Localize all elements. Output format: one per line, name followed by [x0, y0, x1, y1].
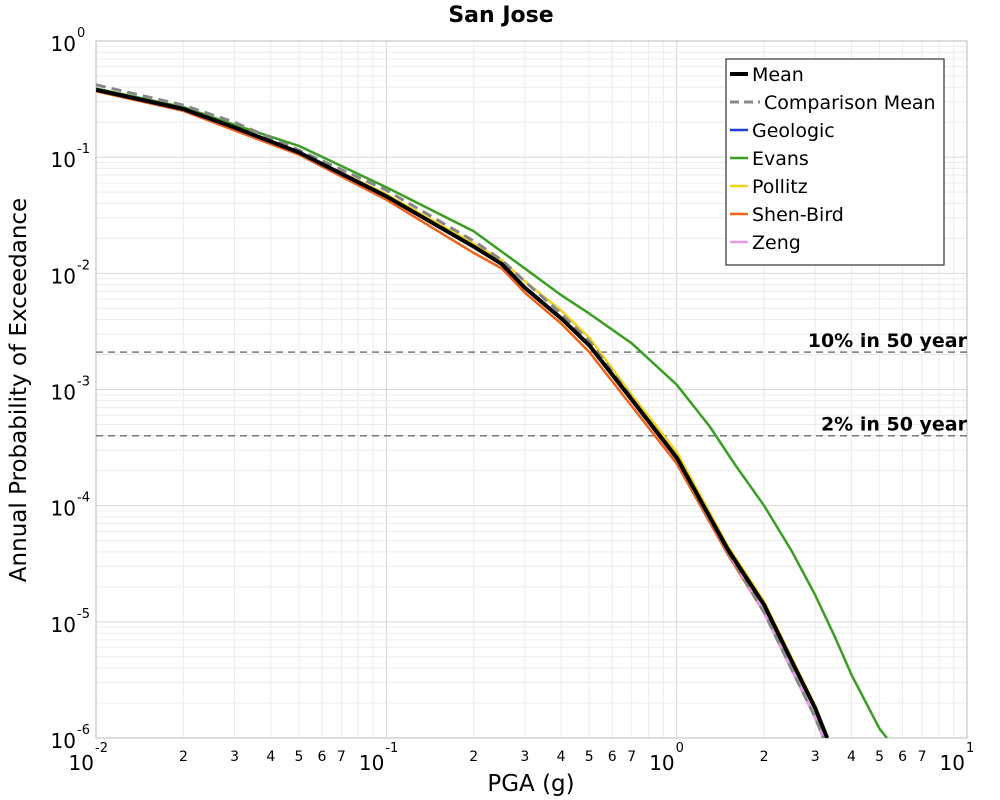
x-minor-tick-label: 6	[317, 749, 326, 765]
chart-title: San Jose	[448, 3, 553, 28]
x-minor-tick-label: 7	[918, 749, 927, 765]
y-major-tick-exponent: -4	[77, 491, 90, 506]
y-major-tick-exponent: -6	[77, 723, 90, 738]
x-major-tick-label: 10	[69, 751, 94, 775]
reference-label-1: 2% in 50 year	[821, 414, 968, 436]
legend-label-2: Geologic	[752, 120, 835, 142]
x-minor-tick-label: 3	[230, 749, 239, 765]
x-minor-tick-label: 2	[760, 749, 769, 765]
legend-label-1: Comparison Mean	[764, 92, 936, 114]
y-axis-title: Annual Probability of Exceedance	[6, 198, 32, 582]
x-minor-tick-label: 6	[898, 749, 907, 765]
series-line-zeng	[96, 88, 825, 738]
reference-lines: 10% in 50 year 2% in 50 year	[96, 330, 968, 437]
legend-label-6: Zeng	[752, 232, 801, 254]
legend-label-3: Evans	[752, 148, 809, 170]
legend-label-4: Pollitz	[752, 176, 808, 198]
y-major-tick-label: 10	[51, 32, 76, 56]
x-major-tick-label: 10	[649, 751, 674, 775]
x-minor-tick-label: 7	[337, 749, 346, 765]
x-minor-tick-label: 2	[469, 749, 478, 765]
x-major-tick-label: 10	[359, 751, 384, 775]
x-minor-tick-label: 5	[585, 749, 594, 765]
series-lines	[96, 83, 888, 738]
x-minor-tick-label: 7	[627, 749, 636, 765]
series-line-evans	[96, 87, 888, 738]
legend-label-0: Mean	[752, 64, 804, 86]
series-line-geologic	[96, 88, 825, 738]
x-major-tick-exponent: 1	[966, 741, 974, 756]
y-major-tick-exponent: -5	[77, 607, 90, 622]
x-axis-title: PGA (g)	[487, 771, 574, 797]
y-major-tick-label: 10	[51, 613, 76, 637]
x-minor-tick-label: 2	[179, 749, 188, 765]
y-major-tick-exponent: -2	[77, 258, 90, 273]
x-minor-tick-label: 4	[847, 749, 856, 765]
y-major-tick-label: 10	[51, 264, 76, 288]
y-major-tick-label: 10	[51, 497, 76, 521]
series-line-pollitz	[96, 88, 829, 738]
x-minor-tick-label: 4	[557, 749, 566, 765]
legend-label-5: Shen-Bird	[752, 204, 844, 226]
y-major-tick-label: 10	[51, 729, 76, 753]
legend-box	[725, 58, 945, 266]
plot-area	[95, 40, 968, 739]
y-major-tick-exponent: -3	[77, 375, 90, 390]
series-line-shen-bird	[96, 89, 825, 738]
legend: Mean Comparison Mean Geologic Evans Pollitz S…	[725, 58, 945, 266]
y-major-tick-exponent: -1	[77, 142, 90, 157]
x-minor-tick-label: 5	[875, 749, 884, 765]
x-minor-tick-label: 6	[608, 749, 617, 765]
reference-label-0: 10% in 50 year	[808, 330, 968, 352]
y-major-tick-exponent: 0	[77, 26, 85, 41]
x-minor-tick-label: 5	[294, 749, 303, 765]
x-minor-tick-label: 3	[811, 749, 820, 765]
x-major-tick-exponent: -1	[385, 741, 398, 756]
x-minor-tick-label: 3	[520, 749, 529, 765]
x-major-tick-label: 10	[940, 751, 965, 775]
y-major-tick-label: 10	[51, 381, 76, 405]
x-major-tick-exponent: 0	[676, 741, 684, 756]
x-minor-tick-label: 4	[266, 749, 275, 765]
y-major-tick-label: 10	[51, 148, 76, 172]
series-line-mean	[96, 87, 830, 738]
x-major-tick-exponent: -2	[95, 741, 108, 756]
